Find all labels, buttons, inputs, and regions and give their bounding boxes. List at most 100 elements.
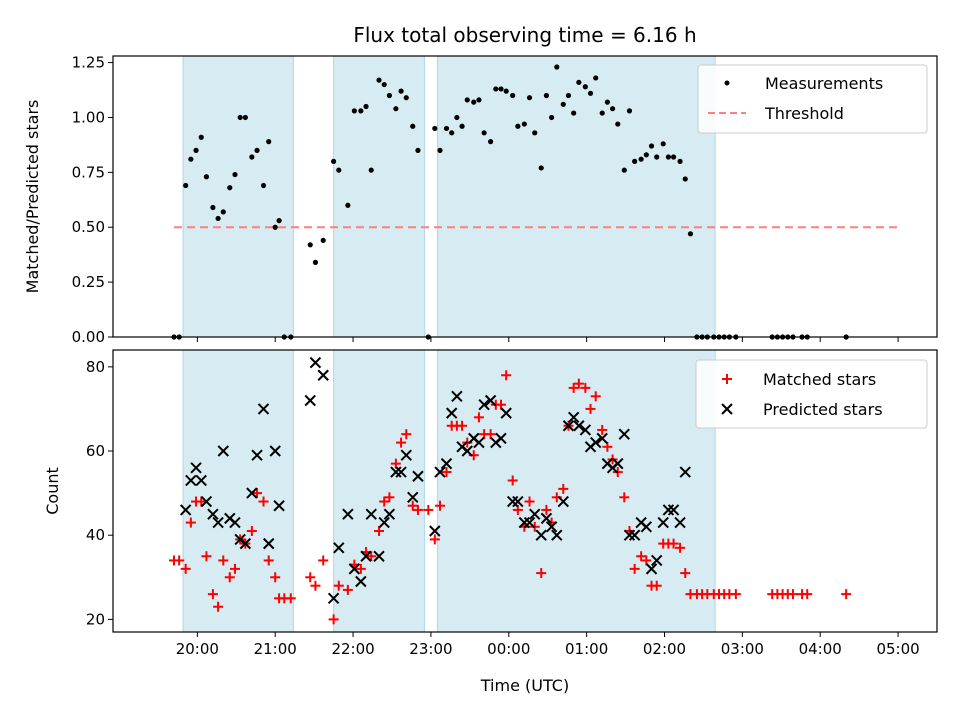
predicted-star-marker-b xyxy=(551,529,563,541)
predicted-star-marker-b xyxy=(512,495,524,508)
predicted-star-marker-b xyxy=(200,495,213,508)
y-tick-label: 1.00 xyxy=(72,108,105,126)
predicted-star-marker-b xyxy=(506,495,519,508)
predicted-star-marker-b xyxy=(612,457,624,470)
measurement-point xyxy=(276,218,282,224)
predicted-star-point xyxy=(618,428,630,440)
ratio-legend-box xyxy=(697,64,928,134)
observing-window xyxy=(182,349,294,633)
predicted-star-point xyxy=(429,525,441,537)
ratio-legend: Measurements Threshold xyxy=(697,64,928,134)
measurement-point xyxy=(198,134,204,140)
predicted-star-marker-b xyxy=(679,466,691,478)
predicted-star-point xyxy=(484,394,497,407)
predicted-star-point xyxy=(623,529,636,541)
predicted-star-point xyxy=(434,466,446,478)
measurement-point xyxy=(368,167,374,173)
legend-measurements-marker xyxy=(724,80,730,86)
matched-star-point xyxy=(619,492,630,503)
predicted-star-point xyxy=(360,550,372,562)
observing-window xyxy=(333,55,425,338)
predicted-star-marker-b xyxy=(557,495,569,508)
predicted-star-point xyxy=(412,470,424,482)
measurement-point xyxy=(376,77,382,83)
predicted-star-point xyxy=(185,474,197,487)
matched-star-point xyxy=(585,403,596,414)
ratio-y-axis-label: Matched/Predicted stars xyxy=(23,100,42,294)
measurement-point xyxy=(526,95,533,101)
predicted-star-marker-b xyxy=(383,508,396,520)
measurement-point xyxy=(648,143,655,149)
predicted-star-marker-b xyxy=(355,575,367,588)
measurement-point xyxy=(643,152,649,158)
predicted-star-marker-b xyxy=(445,407,458,419)
measurement-point xyxy=(604,99,611,105)
predicted-star-marker-b xyxy=(400,449,412,461)
matched-star-point xyxy=(305,572,316,583)
predicted-star-marker-b xyxy=(179,504,192,516)
y-tick-label: 0.50 xyxy=(72,218,105,236)
count-plot-frame xyxy=(112,349,938,633)
predicted-star-point xyxy=(317,369,329,381)
y-tick-label: 0.75 xyxy=(72,163,105,181)
matched-star-point xyxy=(787,589,798,600)
matched-star-point xyxy=(384,492,395,503)
measurement-point xyxy=(398,88,404,94)
count-x-ticks: 20:00 21:00 22:00 23:00 00:00 01:00 02:00 03:00… xyxy=(176,632,920,658)
measurement-point xyxy=(242,114,248,121)
predicted-star-point xyxy=(200,495,213,508)
predicted-star-marker-b xyxy=(667,504,680,516)
predicted-star-point xyxy=(207,508,219,520)
matched-star-point xyxy=(730,589,741,600)
observing-windows xyxy=(182,55,716,338)
matched-star-point xyxy=(602,441,613,452)
matched-star-point xyxy=(675,542,686,553)
predicted-star-point xyxy=(190,462,202,474)
matched-star-point xyxy=(457,420,468,431)
predicted-star-point xyxy=(304,394,316,407)
predicted-star-marker-b xyxy=(304,394,316,407)
predicted-star-marker-b xyxy=(573,420,585,432)
predicted-star-point xyxy=(440,457,453,470)
observing-window xyxy=(182,55,294,338)
predicted-star-marker-b xyxy=(645,563,658,575)
predicted-star-point xyxy=(461,445,473,457)
predicted-star-point xyxy=(373,550,385,562)
matched-star-point xyxy=(501,370,512,381)
matched-star-point xyxy=(485,429,496,440)
measurement-point xyxy=(621,167,627,173)
measurement-point xyxy=(615,121,621,127)
measurement-point xyxy=(307,242,313,248)
x-tick-label: 00:00 xyxy=(487,640,530,658)
matched-star-point xyxy=(541,504,552,515)
measurement-point xyxy=(654,154,660,160)
matched-star-point xyxy=(310,580,321,591)
predicted-star-point xyxy=(573,420,585,432)
matched-star-point xyxy=(366,551,377,562)
predicted-star-marker-b xyxy=(395,466,407,478)
predicted-star-point xyxy=(445,407,458,419)
measurement-point xyxy=(670,154,677,160)
count-legend: Matched stars Predicted stars xyxy=(695,359,928,429)
predicted-star-point xyxy=(662,504,675,516)
measurement-point xyxy=(638,156,644,162)
predicted-star-marker-b xyxy=(217,445,230,457)
predicted-star-point xyxy=(545,521,558,533)
predicted-star-marker-b xyxy=(478,399,490,411)
ratio-panel: 0.00 0.25 0.50 0.75 1.00 1.25 Flux total obse… xyxy=(23,23,938,346)
predicted-star-point xyxy=(495,432,507,445)
y-tick-label: 1.25 xyxy=(72,54,105,72)
matched-star-point xyxy=(636,551,647,562)
x-tick-label: 03:00 xyxy=(721,640,764,658)
predicted-star-point xyxy=(478,399,490,411)
predicted-star-point xyxy=(246,487,258,499)
measurement-point xyxy=(582,84,588,90)
matched-star-point xyxy=(680,568,691,579)
measurement-point xyxy=(227,185,233,191)
predicted-star-marker-b xyxy=(333,542,345,554)
predicted-star-point xyxy=(667,504,680,516)
measurement-point xyxy=(565,92,572,99)
measurement-point xyxy=(464,97,470,103)
predicted-star-marker-b xyxy=(390,466,402,478)
